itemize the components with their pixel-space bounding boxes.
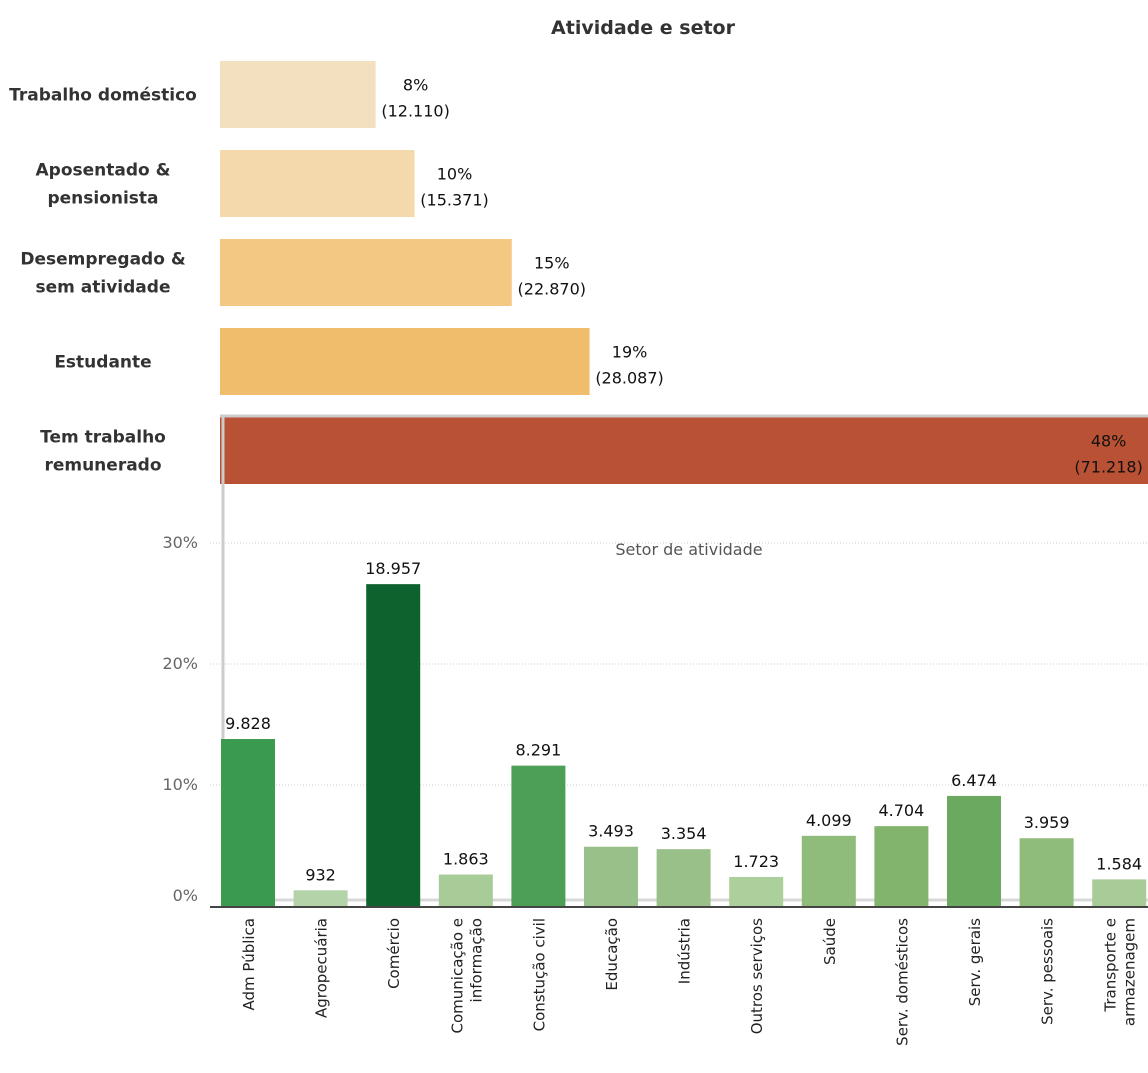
activity-chart: Atividade e setor Trabalho doméstico 8% (1…	[9, 17, 1148, 484]
category-label: Aposentado &	[36, 161, 171, 181]
x-tick-label: Adm Pública	[240, 918, 258, 1010]
x-tick-label-line: armazenagem	[1121, 918, 1139, 1026]
x-tick-label-line: Comunicação e	[448, 918, 466, 1034]
value-label: 3.354	[661, 824, 707, 843]
bar-agropecuaria	[293, 890, 348, 906]
count-label: (71.218)	[1074, 458, 1142, 477]
x-tick-label-line: Comércio	[385, 918, 403, 989]
category-label: Tem trabalho	[40, 428, 166, 448]
category-label: pensionista	[47, 189, 158, 209]
x-tick-label: Saúde	[821, 918, 839, 965]
bar-comercio	[366, 584, 421, 906]
x-tick-label-line: informação	[467, 918, 485, 1002]
count-label: (22.870)	[518, 280, 586, 299]
x-tick-label: Agropecuária	[313, 918, 331, 1018]
count-label: (15.371)	[420, 191, 488, 210]
sector-chart-title: Setor de atividade	[615, 540, 762, 559]
x-tick-label-line: Constução civil	[530, 918, 548, 1031]
sector-chart: 0% 10% 20% 30% Setor de atividade 9.828 932 1…	[162, 414, 1148, 1046]
value-label: 9.828	[225, 714, 271, 733]
x-tick-label-line: Agropecuária	[313, 918, 331, 1018]
x-tick-label-line: Serv. gerais	[966, 918, 984, 1006]
bar-serv-pessoais	[1019, 838, 1074, 906]
bar-educacao	[584, 846, 638, 906]
x-tick-label: Educação	[603, 918, 621, 991]
bar-outros-servicos	[729, 876, 784, 906]
bar-estudante	[220, 328, 590, 395]
bar-trabalho-domestico	[220, 61, 376, 128]
bar-saude	[801, 835, 856, 906]
x-tick-label: Serv. domésticos	[893, 918, 911, 1046]
percent-label: 15%	[534, 254, 570, 273]
bar-serv-gerais	[947, 795, 1001, 906]
bar-desempregado-sem-atividade	[220, 239, 512, 306]
bar-tem-trabalho-remunerado	[220, 417, 1148, 484]
value-label: 3.959	[1024, 813, 1070, 832]
value-label: 3.493	[588, 822, 634, 841]
percent-label: 10%	[437, 165, 473, 184]
x-tick-label-line: Saúde	[821, 918, 839, 965]
value-label: 1.863	[443, 850, 489, 869]
bar-comunicacao-e-informacao	[438, 874, 493, 906]
bar-industria	[656, 849, 711, 906]
x-tick-label: Constução civil	[530, 918, 548, 1031]
x-tick-label-line: Adm Pública	[240, 918, 258, 1010]
value-label: 4.704	[878, 801, 924, 820]
y-tick-label: 20%	[162, 654, 198, 673]
x-tick-label: Comércio	[385, 918, 403, 989]
count-label: (28.087)	[595, 369, 663, 388]
x-tick-label-line: Indústria	[676, 918, 694, 984]
y-tick-label: 10%	[162, 775, 198, 794]
percent-label: 19%	[612, 343, 648, 362]
x-tick-label: Outros serviços	[748, 918, 766, 1034]
y-tick-label: 30%	[162, 533, 198, 552]
value-label: 932	[305, 865, 336, 884]
bar-adm-publica	[221, 739, 275, 906]
chart-title: Atividade e setor	[551, 17, 736, 39]
category-label: Trabalho doméstico	[9, 86, 197, 106]
bar-constucao-civil	[511, 765, 566, 906]
value-label: 18.957	[365, 559, 421, 578]
bar-serv-domesticos	[874, 826, 929, 906]
x-tick-label-line: Transporte e	[1102, 918, 1120, 1013]
x-tick-label-line: Educação	[603, 918, 621, 991]
x-tick-label: Comunicação e informação	[448, 918, 485, 1034]
value-label: 1.723	[733, 852, 779, 871]
value-label: 6.474	[951, 771, 997, 790]
x-tick-label: Serv. gerais	[966, 918, 984, 1006]
x-tick-label: Indústria	[676, 918, 694, 984]
value-label: 1.584	[1096, 854, 1142, 873]
bar-aposentado-pensionista	[220, 150, 415, 217]
y-tick-label: 0%	[173, 886, 198, 905]
category-label: sem atividade	[36, 278, 171, 298]
category-label: remunerado	[44, 456, 161, 476]
percent-label: 48%	[1091, 432, 1127, 451]
x-tick-label: Transporte e armazenagem	[1102, 918, 1139, 1026]
value-label: 8.291	[515, 741, 561, 760]
x-tick-label: Serv. pessoais	[1039, 918, 1057, 1025]
bar-transporte-e-armazenagem	[1092, 879, 1147, 906]
category-label: Estudante	[54, 353, 151, 373]
x-tick-label-line: Outros serviços	[748, 918, 766, 1034]
value-label: 4.099	[806, 811, 852, 830]
x-tick-label-line: Serv. domésticos	[893, 918, 911, 1046]
category-label: Desempregado &	[20, 250, 185, 270]
x-tick-label-line: Serv. pessoais	[1039, 918, 1057, 1025]
count-label: (12.110)	[381, 102, 449, 121]
percent-label: 8%	[403, 76, 428, 95]
